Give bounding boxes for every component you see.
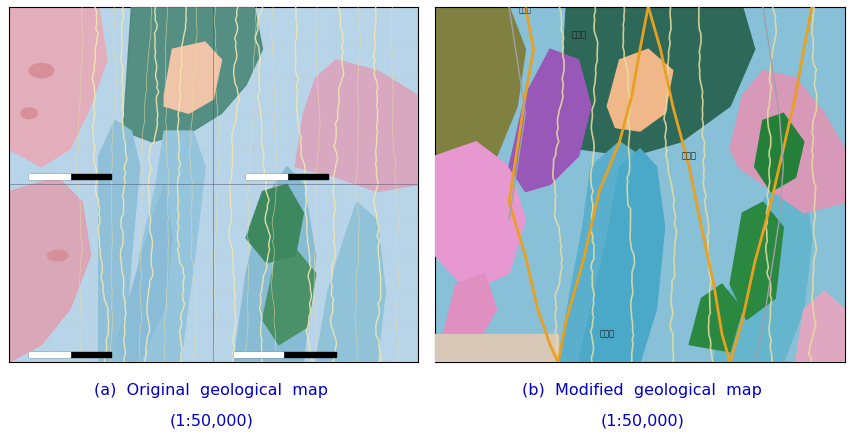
Text: (a)  Original  geological  map: (a) Original geological map xyxy=(94,383,328,398)
Bar xyxy=(29,174,70,179)
Polygon shape xyxy=(578,149,664,362)
Polygon shape xyxy=(606,49,672,131)
Polygon shape xyxy=(729,202,783,320)
Text: 평창군: 평창군 xyxy=(571,30,585,39)
Polygon shape xyxy=(123,7,262,142)
Text: 대화면: 대화면 xyxy=(518,7,531,13)
Polygon shape xyxy=(713,167,811,362)
Polygon shape xyxy=(558,142,647,362)
Polygon shape xyxy=(9,178,90,362)
Polygon shape xyxy=(246,184,303,263)
Bar xyxy=(435,334,558,362)
Polygon shape xyxy=(294,60,418,191)
Text: (1:50,000): (1:50,000) xyxy=(169,414,253,428)
Polygon shape xyxy=(754,113,802,191)
Text: (1:50,000): (1:50,000) xyxy=(599,414,684,428)
Polygon shape xyxy=(443,273,496,345)
Ellipse shape xyxy=(47,250,68,261)
Polygon shape xyxy=(315,202,385,362)
Text: 영월군: 영월군 xyxy=(599,329,614,339)
Bar xyxy=(29,352,70,357)
Bar xyxy=(29,352,111,357)
Polygon shape xyxy=(98,120,139,362)
Polygon shape xyxy=(115,184,172,362)
Polygon shape xyxy=(131,131,205,362)
Polygon shape xyxy=(164,42,221,113)
Bar xyxy=(233,352,336,357)
Bar xyxy=(29,174,111,179)
Text: 정선군: 정선군 xyxy=(681,151,696,161)
Ellipse shape xyxy=(29,63,53,78)
Bar xyxy=(246,174,287,179)
Polygon shape xyxy=(795,291,844,362)
Polygon shape xyxy=(508,49,591,191)
Polygon shape xyxy=(729,71,844,213)
Polygon shape xyxy=(689,284,741,352)
Polygon shape xyxy=(9,7,107,167)
Polygon shape xyxy=(558,7,754,156)
Ellipse shape xyxy=(21,108,37,118)
Bar xyxy=(233,352,282,357)
Polygon shape xyxy=(233,167,315,362)
Polygon shape xyxy=(435,142,524,291)
Polygon shape xyxy=(435,7,524,178)
Bar xyxy=(246,174,327,179)
Polygon shape xyxy=(262,249,315,345)
Text: (b)  Modified  geological  map: (b) Modified geological map xyxy=(522,383,761,398)
